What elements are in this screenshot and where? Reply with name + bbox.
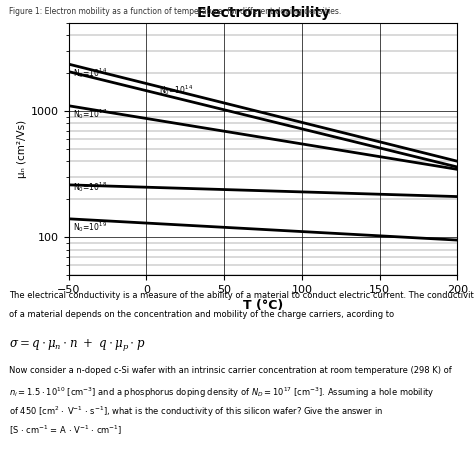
- Text: [S $\cdot$ cm$^{-1}$ = A $\cdot$ V$^{-1}$ $\cdot$ cm$^{-1}$]: [S $\cdot$ cm$^{-1}$ = A $\cdot$ V$^{-1}…: [9, 424, 123, 437]
- Text: The electrical conductivity is a measure of the ability of a material to conduct: The electrical conductivity is a measure…: [9, 291, 474, 300]
- Title: Electron mobility: Electron mobility: [197, 6, 329, 20]
- Text: N$_0$=10$^{19}$: N$_0$=10$^{19}$: [73, 220, 108, 233]
- Text: N$_0$=10$^{14}$: N$_0$=10$^{14}$: [159, 83, 193, 96]
- Text: Figure 1: Electron mobility as a function of temperature, for different doping d: Figure 1: Electron mobility as a functio…: [9, 7, 342, 16]
- X-axis label: T (°C): T (°C): [243, 299, 283, 312]
- Text: of a material depends on the concentration and mobility of the charge carriers, : of a material depends on the concentrati…: [9, 310, 394, 319]
- Text: N$_0$=10$^{17}$: N$_0$=10$^{17}$: [73, 107, 108, 121]
- Text: of 450 [cm$^2 \cdot$ V$^{-1}$ $\cdot$ s$^{-1}$], what is the conductivity of thi: of 450 [cm$^2 \cdot$ V$^{-1}$ $\cdot$ s$…: [9, 404, 383, 419]
- Text: Now consider a n-doped c-Si wafer with an intrinsic carrier concentration at roo: Now consider a n-doped c-Si wafer with a…: [9, 366, 452, 375]
- Text: N$_0$=10$^{18}$: N$_0$=10$^{18}$: [73, 180, 108, 194]
- Y-axis label: μₙ (cm²/Vs): μₙ (cm²/Vs): [17, 120, 27, 178]
- Text: N$_0$=10$^{14}$: N$_0$=10$^{14}$: [73, 66, 108, 81]
- Text: $n_i = 1.5 \cdot 10^{10}$ [cm$^{-3}$] and a phosphorus doping density of $N_D = : $n_i = 1.5 \cdot 10^{10}$ [cm$^{-3}$] an…: [9, 385, 435, 400]
- Text: $\sigma = q \cdot \mu_n \cdot n \ + \ q \cdot \mu_p \cdot p$: $\sigma = q \cdot \mu_n \cdot n \ + \ q …: [9, 337, 146, 353]
